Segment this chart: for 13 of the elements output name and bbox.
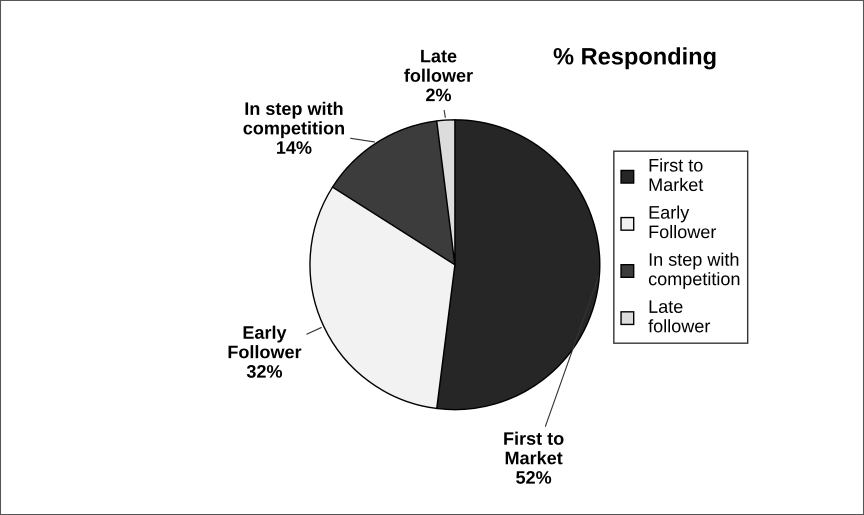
legend-label: In step with competition xyxy=(648,252,740,289)
slice-label: Late follower xyxy=(404,50,473,82)
slice-label: In step with competition xyxy=(243,102,344,138)
slice-label: First to Market xyxy=(504,432,564,464)
chart-title: % Responding xyxy=(554,47,716,70)
data-label: 2% xyxy=(426,88,452,102)
data-label: 52% xyxy=(516,471,552,484)
legend-label: Early Follower xyxy=(650,206,716,238)
slice-label: Early Follower xyxy=(228,326,302,358)
legend-label: Late follower xyxy=(648,300,710,332)
data-label: 32% xyxy=(246,365,282,378)
legend-label: First to Market xyxy=(650,158,704,192)
data-label: 14% xyxy=(277,141,312,154)
